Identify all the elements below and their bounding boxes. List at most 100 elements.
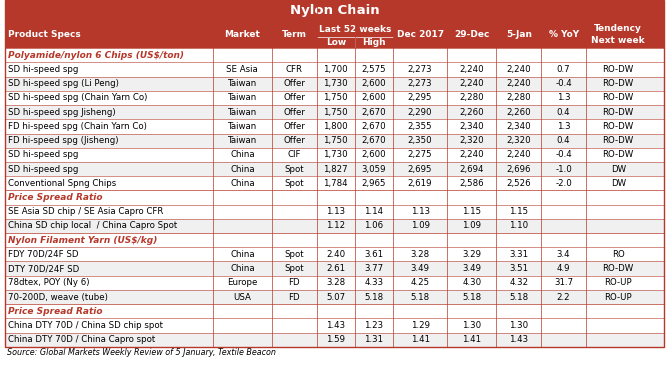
Bar — [5, 304, 664, 319]
Text: 1,784: 1,784 — [324, 179, 348, 188]
Text: 2,275: 2,275 — [408, 150, 432, 159]
Text: 2,340: 2,340 — [506, 122, 531, 131]
Text: China: China — [230, 264, 255, 273]
Text: 2,355: 2,355 — [408, 122, 432, 131]
Text: Low: Low — [326, 38, 346, 47]
Text: 2,240: 2,240 — [460, 79, 484, 88]
Text: SD hi-speed spg: SD hi-speed spg — [8, 65, 78, 74]
Text: 2,273: 2,273 — [408, 79, 432, 88]
Text: -1.0: -1.0 — [555, 164, 572, 174]
Text: 1.23: 1.23 — [365, 321, 383, 330]
Text: Offer: Offer — [284, 136, 305, 145]
Bar — [5, 48, 664, 62]
Text: 1,750: 1,750 — [324, 108, 348, 117]
Text: 2.61: 2.61 — [326, 264, 345, 273]
Text: 2.2: 2.2 — [557, 292, 571, 302]
Text: 1.13: 1.13 — [326, 207, 345, 216]
Text: RO-DW: RO-DW — [603, 65, 634, 74]
Text: FD: FD — [288, 292, 300, 302]
Bar — [5, 262, 664, 276]
Text: 2,320: 2,320 — [460, 136, 484, 145]
Text: SE Asia: SE Asia — [227, 65, 258, 74]
Text: 0.4: 0.4 — [557, 136, 571, 145]
Text: 1.30: 1.30 — [462, 321, 481, 330]
Text: Conventional Spng Chips: Conventional Spng Chips — [8, 179, 116, 188]
Text: 29-Dec: 29-Dec — [454, 30, 490, 39]
Text: 1.15: 1.15 — [509, 207, 529, 216]
Text: Term: Term — [282, 30, 307, 39]
Text: Last 52 weeks: Last 52 weeks — [318, 25, 391, 33]
Text: 2,575: 2,575 — [362, 65, 386, 74]
Text: 3.4: 3.4 — [557, 250, 571, 259]
Text: Tendency
Next week: Tendency Next week — [591, 25, 645, 44]
Text: 3.28: 3.28 — [411, 250, 429, 259]
Text: Price Spread Ratio: Price Spread Ratio — [8, 307, 102, 316]
Text: 1,700: 1,700 — [324, 65, 348, 74]
Text: 2,340: 2,340 — [460, 122, 484, 131]
Text: 2,696: 2,696 — [506, 164, 531, 174]
Bar — [5, 0, 664, 21]
Text: 1.29: 1.29 — [411, 321, 429, 330]
Text: 2,240: 2,240 — [506, 79, 531, 88]
Bar — [5, 276, 664, 290]
Text: 70-200D, weave (tube): 70-200D, weave (tube) — [8, 292, 108, 302]
Text: 2,350: 2,350 — [408, 136, 432, 145]
Text: % YoY: % YoY — [549, 30, 579, 39]
Text: Nylon Chain: Nylon Chain — [290, 4, 379, 17]
Text: 4.25: 4.25 — [411, 278, 429, 287]
Bar — [5, 162, 664, 176]
Text: 5.18: 5.18 — [462, 292, 481, 302]
Text: 0.7: 0.7 — [557, 65, 571, 74]
Text: SD hi-speed spg: SD hi-speed spg — [8, 164, 78, 174]
Text: 1,800: 1,800 — [324, 122, 348, 131]
Text: Taiwan: Taiwan — [227, 122, 257, 131]
Text: 3.77: 3.77 — [365, 264, 383, 273]
Text: 2,670: 2,670 — [362, 136, 386, 145]
Text: 5.18: 5.18 — [509, 292, 529, 302]
Text: SD hi-speed spg: SD hi-speed spg — [8, 150, 78, 159]
Text: Source: Global Markets Weekly Review of 5 January, Textile Beacon: Source: Global Markets Weekly Review of … — [7, 348, 276, 357]
Text: 3.51: 3.51 — [509, 264, 529, 273]
Text: 2,240: 2,240 — [460, 150, 484, 159]
Text: 1.09: 1.09 — [411, 221, 429, 230]
Text: 2,260: 2,260 — [506, 108, 531, 117]
Text: RO-DW: RO-DW — [603, 94, 634, 102]
Text: 2,695: 2,695 — [408, 164, 432, 174]
Bar — [5, 319, 664, 333]
Text: 3.61: 3.61 — [365, 250, 383, 259]
Text: 1,730: 1,730 — [324, 79, 348, 88]
Bar — [5, 62, 664, 77]
Text: 2,526: 2,526 — [506, 179, 531, 188]
Text: 3,059: 3,059 — [362, 164, 386, 174]
Text: 2,295: 2,295 — [408, 94, 432, 102]
Text: 1.43: 1.43 — [509, 335, 529, 344]
Text: 31.7: 31.7 — [554, 278, 573, 287]
Text: 5.07: 5.07 — [326, 292, 345, 302]
Text: 2,600: 2,600 — [362, 150, 386, 159]
Text: 3.28: 3.28 — [326, 278, 345, 287]
Text: 1.3: 1.3 — [557, 122, 571, 131]
Text: 1.43: 1.43 — [326, 321, 345, 330]
Text: Taiwan: Taiwan — [227, 108, 257, 117]
Text: 1,827: 1,827 — [324, 164, 348, 174]
Text: CFR: CFR — [286, 65, 303, 74]
Text: 2,670: 2,670 — [362, 122, 386, 131]
Text: 1.12: 1.12 — [326, 221, 345, 230]
Text: RO-DW: RO-DW — [603, 264, 634, 273]
Text: 2,586: 2,586 — [460, 179, 484, 188]
Text: 4.30: 4.30 — [462, 278, 481, 287]
Text: 1.06: 1.06 — [365, 221, 383, 230]
Text: 2,290: 2,290 — [408, 108, 432, 117]
Text: 2,280: 2,280 — [506, 94, 531, 102]
Text: Nylon Filament Yarn (US$/kg): Nylon Filament Yarn (US$/kg) — [8, 236, 157, 245]
Text: 5-Jan: 5-Jan — [506, 30, 532, 39]
Text: Offer: Offer — [284, 108, 305, 117]
Text: SD hi-speed spg Jisheng): SD hi-speed spg Jisheng) — [8, 108, 116, 117]
Text: 2,240: 2,240 — [506, 150, 531, 159]
Text: FD hi-speed spg (Chain Yarn Co): FD hi-speed spg (Chain Yarn Co) — [8, 122, 147, 131]
Text: SE Asia SD chip / SE Asia Capro CFR: SE Asia SD chip / SE Asia Capro CFR — [8, 207, 163, 216]
Text: 2,240: 2,240 — [506, 65, 531, 74]
Text: Dec 2017: Dec 2017 — [397, 30, 444, 39]
Text: 2,600: 2,600 — [362, 79, 386, 88]
Text: 3.49: 3.49 — [411, 264, 429, 273]
